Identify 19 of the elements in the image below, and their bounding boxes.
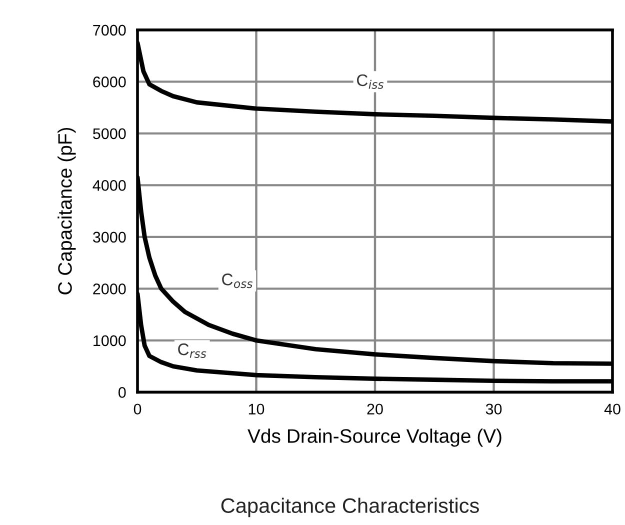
y-tick-label: 7000 [93, 24, 126, 36]
y-tick-label: 5000 [93, 128, 126, 140]
annotation: C$_{iss}$ [357, 74, 384, 89]
y-tick-label: 6000 [93, 76, 126, 88]
text: Capacitance Characteristics [221, 498, 479, 518]
y-tick-label: 1000 [94, 335, 126, 346]
y-tick-label: 3000 [92, 232, 126, 243]
y-axis-title: C Capacitance (pF) [58, 128, 76, 294]
annotation: C$_{rss}$ [178, 343, 206, 358]
x-tick-label: 30 [486, 404, 502, 415]
x-tick-label: 10 [248, 404, 264, 415]
x-tick-label: 0 [134, 404, 142, 415]
y-tick-label: 2000 [93, 284, 126, 294]
x-tick-label: 40 [604, 404, 620, 415]
x-tick-label: 20 [367, 404, 383, 415]
y-tick-label: 0 [118, 387, 126, 398]
x-axis-title: Vds Drain-Source Voltage (V) [248, 428, 502, 447]
y-tick-label: 4000 [92, 180, 126, 191]
annotation: C$_{oss}$ [222, 274, 252, 288]
